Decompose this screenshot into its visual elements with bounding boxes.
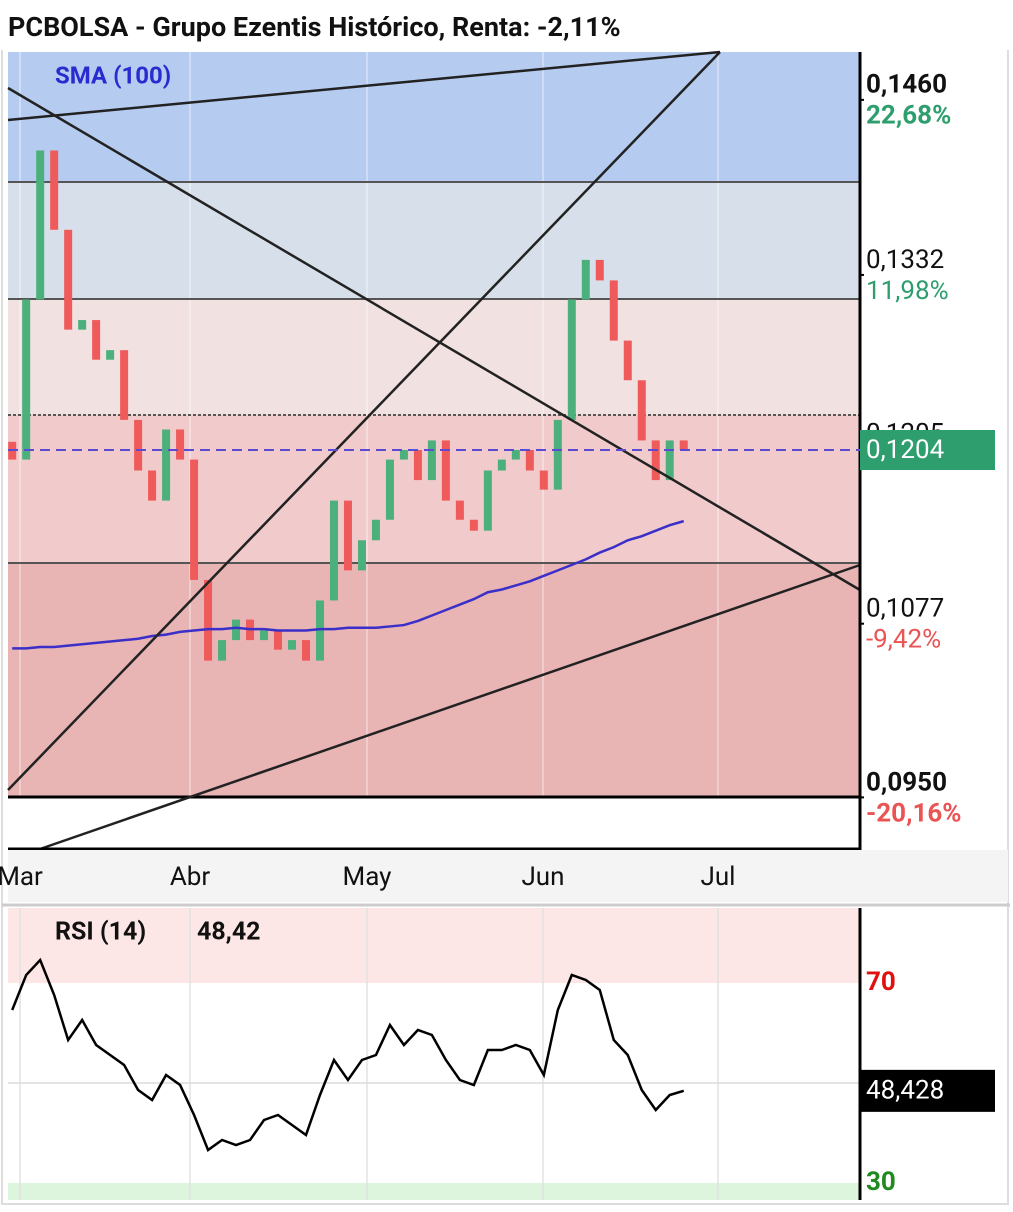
candle bbox=[637, 380, 646, 441]
candle bbox=[315, 600, 324, 661]
candle bbox=[176, 429, 185, 460]
candle bbox=[329, 500, 338, 601]
last-price-label: 0,1204 bbox=[866, 435, 945, 465]
rsi-panel bbox=[8, 908, 860, 1200]
title-bar bbox=[0, 0, 1013, 50]
candle bbox=[106, 350, 115, 360]
candle bbox=[301, 640, 310, 661]
candle bbox=[92, 320, 101, 360]
x-tick-label: Jun bbox=[521, 862, 564, 892]
candle bbox=[64, 229, 73, 330]
y-tick-change: 22,68% bbox=[866, 101, 951, 131]
trend-lines bbox=[7, 50, 861, 851]
candle bbox=[679, 440, 688, 450]
candle bbox=[260, 630, 269, 641]
candle bbox=[22, 299, 31, 460]
levels bbox=[8, 181, 860, 564]
x-tick-label: Jul bbox=[700, 862, 735, 892]
candle bbox=[120, 350, 129, 420]
candle bbox=[413, 450, 422, 481]
oversold-zone bbox=[8, 1183, 860, 1200]
candle bbox=[511, 450, 520, 460]
current-box bbox=[860, 1069, 995, 1112]
candle bbox=[595, 259, 604, 281]
y-tick-label: 30 bbox=[866, 1167, 896, 1197]
trend-line bbox=[7, 51, 721, 791]
current-value: 48,42 bbox=[197, 918, 261, 947]
candle bbox=[36, 150, 45, 300]
y-tick-label: 0,1332 bbox=[866, 245, 944, 275]
candle bbox=[343, 500, 352, 571]
candle bbox=[371, 519, 380, 541]
candle bbox=[357, 540, 366, 571]
candle bbox=[567, 299, 576, 420]
candle bbox=[78, 320, 87, 330]
candle bbox=[539, 470, 548, 490]
x-axis-band bbox=[8, 850, 1008, 902]
candle bbox=[497, 459, 506, 471]
candle bbox=[623, 340, 632, 381]
rsi-line bbox=[11, 957, 685, 1152]
y-tick-label: 70 bbox=[866, 967, 896, 997]
candle bbox=[232, 619, 241, 641]
candle bbox=[455, 500, 464, 520]
candle bbox=[651, 440, 660, 481]
candle bbox=[288, 640, 296, 650]
x-tick-label: Mar bbox=[0, 862, 43, 892]
zone bbox=[8, 299, 860, 415]
candle bbox=[581, 259, 590, 300]
x-tick-label: May bbox=[343, 862, 392, 892]
y-tick-change: -9,42% bbox=[866, 625, 941, 655]
y-tick-label: 0,0950 bbox=[866, 767, 947, 797]
candle bbox=[148, 470, 157, 501]
candle bbox=[553, 419, 562, 490]
candle bbox=[609, 280, 618, 341]
zone bbox=[8, 52, 860, 182]
y-tick-label: 0,1460 bbox=[866, 70, 947, 100]
candle bbox=[483, 470, 492, 531]
y-tick-change: 11,98% bbox=[866, 276, 949, 306]
candle bbox=[399, 450, 408, 460]
candle bbox=[525, 450, 534, 471]
candle bbox=[218, 640, 227, 661]
candle bbox=[469, 519, 478, 531]
candle bbox=[441, 440, 450, 501]
trend-line bbox=[39, 563, 861, 851]
candle bbox=[50, 150, 59, 230]
legend-label: RSI (14) bbox=[55, 918, 146, 947]
x-tick-label: Abr bbox=[170, 862, 211, 892]
sma-line bbox=[12, 519, 685, 650]
current-box-label: 48,428 bbox=[866, 1076, 944, 1106]
y-tick-change: -20,16% bbox=[866, 798, 962, 828]
candle bbox=[385, 459, 394, 520]
trend-line bbox=[7, 86, 861, 592]
candle bbox=[274, 630, 283, 650]
y-tick-label: 0,1077 bbox=[866, 594, 944, 624]
candle bbox=[162, 429, 171, 501]
zone bbox=[8, 563, 860, 797]
candle bbox=[665, 440, 674, 481]
trend-line bbox=[7, 50, 721, 122]
candle bbox=[204, 579, 213, 661]
candle bbox=[190, 459, 199, 580]
candles bbox=[8, 150, 688, 661]
candle bbox=[134, 419, 143, 471]
candle bbox=[427, 440, 436, 481]
zone bbox=[8, 182, 860, 299]
legend-sma: SMA (100) bbox=[55, 61, 171, 89]
last-price-box bbox=[860, 430, 995, 470]
chart-title: PCBOLSA - Grupo Ezentis Histórico, Renta… bbox=[8, 11, 621, 43]
